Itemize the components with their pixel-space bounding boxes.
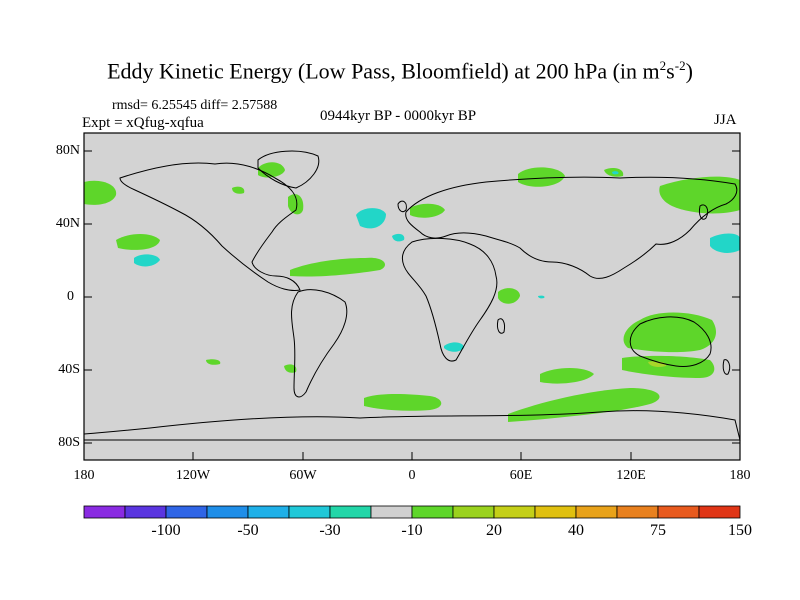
- colorbar-swatch: [247, 505, 290, 519]
- title-sup-1: 2: [659, 58, 667, 73]
- colorbar-swatch: [452, 505, 495, 519]
- patch-africa-neg: [444, 342, 464, 352]
- lat-label-0: 0: [67, 289, 74, 304]
- patch-n-pacific-west: [84, 180, 117, 205]
- patch-atlantic-nw: [288, 194, 304, 215]
- colorbar-label: -100: [151, 522, 181, 539]
- colorbar-label: 40: [568, 522, 584, 539]
- lon-label-0: 0: [408, 468, 416, 483]
- positive-anomaly-patches: [84, 162, 740, 422]
- patch-africa-east: [498, 288, 520, 304]
- colorbar-label: -10: [401, 522, 423, 539]
- patch-atlantic-neg-2: [392, 233, 405, 242]
- colorbar-swatch: [83, 505, 126, 519]
- lon-label-180w: 180: [73, 468, 95, 483]
- patch-asia-northeast: [659, 176, 740, 214]
- colorbar-swatch: [370, 505, 413, 519]
- lon-label-60w: 60W: [289, 468, 317, 483]
- colorbar-label: 75: [650, 522, 666, 539]
- patch-pacific-neg: [134, 254, 160, 267]
- lat-label-40n: 40N: [55, 216, 80, 231]
- rmsd-stats: rmsd= 6.25545 diff= 2.57588: [112, 98, 278, 113]
- patch-australia: [623, 312, 716, 353]
- colorbar-swatch: [575, 505, 618, 519]
- lon-label-120w: 120W: [175, 468, 211, 483]
- coast-new-zealand: [722, 359, 731, 375]
- coast-africa: [401, 237, 498, 362]
- patch-n-atlantic-high: [518, 167, 565, 187]
- patch-europe: [410, 203, 445, 218]
- colorbar-label: -30: [319, 522, 341, 539]
- title-sup-2: -2: [674, 58, 686, 73]
- patch-southern-ocean-4: [508, 388, 660, 422]
- patch-southern-ocean-1: [540, 368, 594, 384]
- negative-anomaly-patches: [134, 171, 740, 352]
- colorbar-swatch: [288, 505, 331, 519]
- coast-australia: [629, 316, 712, 367]
- patch-n-atlantic-neg: [356, 208, 386, 229]
- patch-s-america: [284, 364, 297, 373]
- patch-pacific-neg-east: [710, 233, 740, 253]
- chart-title: Eddy Kinetic Energy (Low Pass, Bloomfiel…: [0, 58, 800, 84]
- experiment-label: Expt = xQfug-xqfua: [82, 115, 204, 131]
- coast-south-america: [291, 289, 348, 398]
- patch-tropics-atlantic: [290, 257, 385, 277]
- lon-label-60e: 60E: [509, 468, 533, 483]
- colorbar-swatch: [411, 505, 454, 519]
- lat-tick-marks: [84, 150, 740, 444]
- colorbar-swatch: [329, 505, 372, 519]
- patch-n-pacific-east: [116, 234, 160, 250]
- coast-madagascar: [497, 318, 505, 334]
- lon-tick-marks: [83, 452, 741, 460]
- colorbar-label: 150: [728, 522, 752, 539]
- season-label: JJA: [714, 112, 737, 128]
- coast-greenland: [257, 150, 320, 189]
- lat-label-80n: 80N: [55, 143, 80, 158]
- colorbar: [83, 505, 741, 519]
- colorbar-swatch: [165, 505, 208, 519]
- coast-uk: [397, 200, 407, 213]
- coast-north-america: [119, 162, 301, 291]
- coast-europe-asia: [405, 176, 738, 279]
- title-text: Eddy Kinetic Energy (Low Pass, Bloomfiel…: [107, 58, 660, 84]
- colorbar-label: -50: [237, 522, 259, 539]
- title-end: ): [685, 58, 693, 84]
- patch-ocean-neg-small: [538, 295, 545, 299]
- colorbar-swatch: [616, 505, 659, 519]
- colorbar-swatch: [493, 505, 536, 519]
- patch-pacific-neg-small: [612, 171, 619, 175]
- lat-label-40s: 40S: [58, 362, 80, 377]
- period-label: 0944kyr BP - 0000kyr BP: [320, 108, 477, 124]
- patch-australia-south: [622, 355, 715, 378]
- patch-canada: [232, 186, 245, 194]
- colorbar-swatch: [657, 505, 700, 519]
- colorbar-swatch: [698, 505, 741, 519]
- patch-southern-ocean-3: [364, 394, 442, 411]
- colorbar-swatch: [206, 505, 249, 519]
- lon-label-120e: 120E: [616, 468, 646, 483]
- patch-southern-ocean-2: [206, 359, 221, 365]
- colorbar-swatch: [124, 505, 167, 519]
- title-mid: s: [666, 58, 675, 84]
- lon-label-180e: 180: [729, 468, 751, 483]
- colorbar-label: 20: [486, 522, 502, 539]
- colorbar-swatch: [534, 505, 577, 519]
- lat-label-80s: 80S: [58, 435, 80, 450]
- coast-japan: [699, 204, 709, 220]
